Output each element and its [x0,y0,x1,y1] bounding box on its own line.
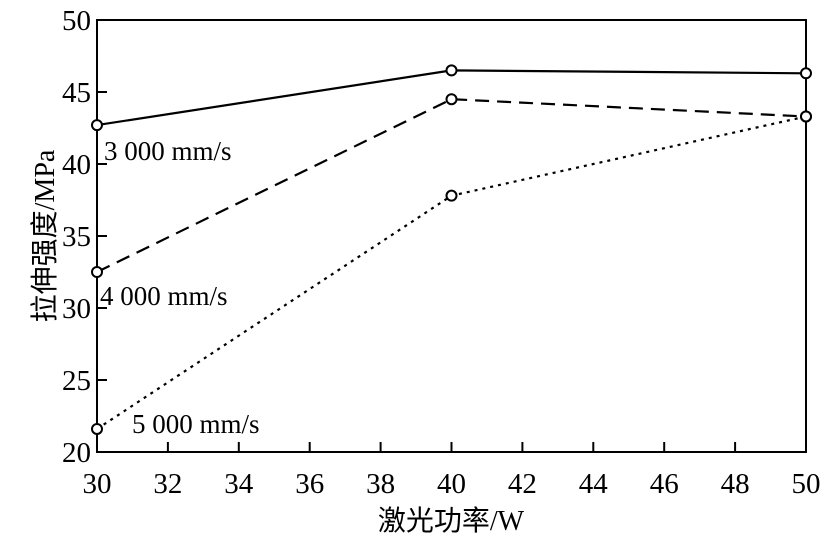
x-tick-label: 50 [792,468,821,500]
y-tick-label: 25 [62,365,91,397]
x-tick-label: 46 [650,468,679,500]
x-tick-label: 34 [224,468,254,500]
series-lines [96,69,807,430]
plot-frame [96,19,807,453]
data-point [445,189,458,202]
x-tick-label: 30 [83,468,112,500]
data-point [91,422,103,435]
y-tick-labels: 20 25 30 35 40 45 50 [62,5,91,469]
data-markers [91,64,812,435]
data-point [800,67,812,80]
data-point [91,266,103,278]
y-tick-label: 30 [62,293,91,325]
x-tick-label: 48 [721,468,750,500]
y-tick-label: 45 [62,77,91,109]
x-tick-label: 44 [579,468,609,500]
data-point [91,119,103,132]
y-tick-label: 20 [62,437,91,469]
series-label: 4 000 mm/s [100,281,228,311]
x-tick-label: 42 [508,468,537,500]
x-tick-label: 36 [295,468,324,500]
series-labels: 3 000 mm/s 4 000 mm/s 5 000 mm/s [100,136,260,439]
y-tick-label: 40 [62,149,91,181]
data-point [445,64,458,77]
data-point [445,93,458,106]
series-label: 3 000 mm/s [104,136,232,166]
axis-ticks [96,19,807,453]
y-axis-label: 拉伸强度/MPa [29,149,61,322]
x-axis-label: 激光功率/W [378,505,525,537]
series-line [96,98,807,273]
y-tick-label: 35 [62,221,91,253]
data-point [800,110,812,123]
x-tick-label: 32 [153,468,182,500]
x-tick-labels: 30 32 34 36 38 40 42 44 46 48 50 [83,468,821,500]
y-tick-label: 50 [62,5,91,37]
x-tick-label: 40 [437,468,466,500]
series-label: 5 000 mm/s [132,409,260,439]
x-tick-label: 38 [366,468,395,500]
